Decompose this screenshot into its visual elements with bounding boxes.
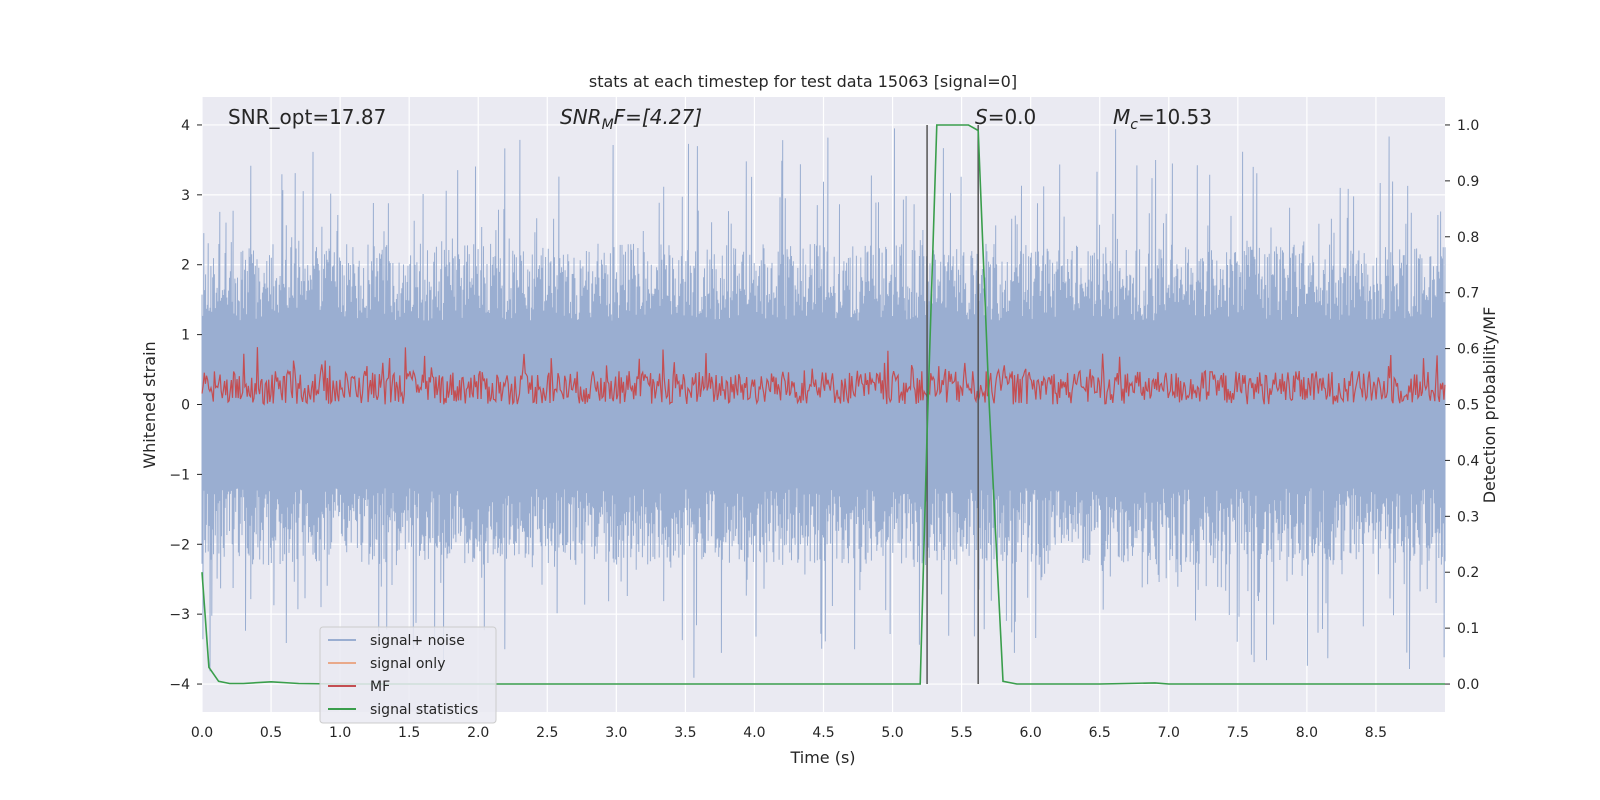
- x-axis-ticks: 0.0 0.5 1.0 1.5 2.0 2.5 3.0 3.5 4.0 4.5 5.0 5.5 6.0 6…: [191, 725, 1387, 741]
- x-tick-label: 2.5: [536, 725, 558, 741]
- y-tick-label: 4: [181, 118, 190, 134]
- y2-tick-label: 1.0: [1457, 118, 1479, 134]
- x-tick-label: 7.0: [1158, 725, 1180, 741]
- y-tick-label: 2: [181, 258, 190, 274]
- y2-tick-label: 0.9: [1457, 174, 1479, 190]
- x-tick-label: 1.0: [329, 725, 351, 741]
- legend-box: [319, 626, 497, 724]
- y2-tick-label: 0.5: [1457, 398, 1479, 414]
- x-axis-label: Time (s): [789, 748, 855, 767]
- snr-opt-annotation: SNR_opt=17.87: [228, 105, 386, 129]
- y2-tick-label: 0.0: [1457, 677, 1479, 693]
- y2-tick-label: 0.4: [1457, 453, 1479, 469]
- y-tick-label: 1: [181, 328, 190, 344]
- y2-tick-label: 0.3: [1457, 509, 1479, 525]
- noise-series: [201, 128, 1446, 678]
- x-tick-label: 4.0: [743, 725, 765, 741]
- y-tick-label: −2: [169, 537, 190, 553]
- y2-tick-label: 0.8: [1457, 230, 1479, 246]
- y-axis-label: Whitened strain: [140, 341, 159, 468]
- signal-statistics-line: [201, 124, 1445, 685]
- mf-series: [201, 347, 1446, 406]
- x-tick-label: 6.5: [1089, 725, 1111, 741]
- y2-tick-label: 0.2: [1457, 565, 1479, 581]
- y-tick-label: −1: [169, 467, 190, 483]
- y2-axis-ticks: 1.0 0.9 0.8 0.7 0.6 0.5 0.4 0.3 0.2 0.1 0.0: [1445, 118, 1479, 693]
- x-tick-label: 0.0: [191, 725, 213, 741]
- y-tick-label: 3: [181, 188, 190, 204]
- x-tick-label: 5.5: [950, 725, 972, 741]
- y2-axis-label: Detection probability/MF: [1480, 307, 1499, 504]
- legend-label-noise: signal+ noise: [370, 633, 465, 649]
- mf-line: [201, 347, 1446, 406]
- y2-tick-label: 0.6: [1457, 342, 1479, 358]
- x-tick-label: 8.0: [1296, 725, 1318, 741]
- x-tick-label: 5.0: [881, 725, 903, 741]
- signal-statistics-series: [201, 124, 1445, 685]
- legend: signal+ noise signal only MF signal stat…: [319, 626, 497, 724]
- y-tick-label: −3: [169, 607, 190, 623]
- legend-label-signal-only: signal only: [370, 656, 445, 672]
- x-tick-label: 3.0: [605, 725, 627, 741]
- x-tick-label: 3.5: [674, 725, 696, 741]
- legend-label-signal-statistics: signal statistics: [370, 702, 478, 718]
- x-tick-label: 4.5: [812, 725, 834, 741]
- y2-tick-label: 0.7: [1457, 286, 1479, 302]
- x-tick-label: 7.5: [1227, 725, 1249, 741]
- marker-lines: [926, 124, 979, 685]
- s-annotation: S=0.0: [975, 105, 1036, 129]
- chart-title: stats at each timestep for test data 150…: [589, 72, 1017, 91]
- y2-tick-label: 0.1: [1457, 621, 1479, 637]
- x-tick-label: 8.5: [1365, 725, 1387, 741]
- y-axis-ticks: 4 3 2 1 0 −1 −2 −3 −4: [169, 118, 202, 693]
- mc-annotation: Mc=10.53: [1113, 105, 1212, 133]
- x-tick-label: 1.5: [398, 725, 420, 741]
- x-tick-label: 2.0: [467, 725, 489, 741]
- snr-mf-annotation: SNRMF=[4.27]: [560, 105, 702, 133]
- x-tick-label: 6.0: [1020, 725, 1042, 741]
- y-tick-label: −4: [169, 677, 190, 693]
- legend-label-mf: MF: [370, 679, 390, 695]
- noise-line: [201, 128, 1446, 678]
- y-tick-label: 0: [181, 398, 190, 414]
- x-tick-label: 0.5: [260, 725, 282, 741]
